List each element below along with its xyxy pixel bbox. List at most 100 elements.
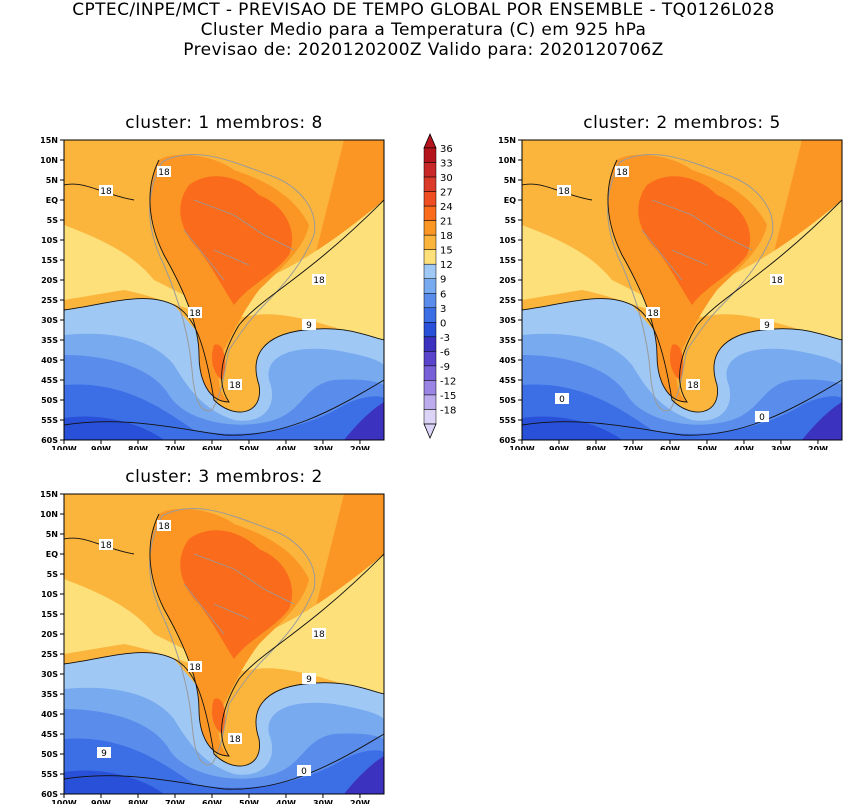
contour-label: 18 bbox=[229, 735, 241, 745]
contour-label: 0 bbox=[559, 395, 565, 405]
colorbar-segment bbox=[423, 351, 437, 367]
contour-label: 18 bbox=[158, 522, 170, 532]
map-panel-1: 18 18 18 18 18 9 15N 10N 5N EQ 5S 10S 15S 20S 25S 30S 35… bbox=[40, 136, 385, 450]
lon-label: 80W bbox=[128, 445, 148, 450]
lon-label: 90W bbox=[91, 799, 111, 804]
colorbar-top-arrow bbox=[423, 132, 437, 149]
map-frame bbox=[521, 139, 843, 441]
colorbar-segment bbox=[423, 394, 437, 410]
lon-label: 100W bbox=[51, 445, 77, 450]
colorbar-label: 12 bbox=[440, 260, 453, 271]
contour-label: 18 bbox=[558, 187, 570, 197]
colorbar-label: 18 bbox=[440, 231, 453, 242]
colorbar-label: 15 bbox=[440, 246, 453, 257]
header-line-1: CPTEC/INPE/MCT - PREVISAO DE TEMPO GLOBA… bbox=[72, 0, 775, 20]
contour-label: 9 bbox=[101, 749, 107, 759]
lon-label: 50W bbox=[697, 445, 717, 450]
colorbar-label: -9 bbox=[440, 362, 450, 373]
lon-label: 80W bbox=[586, 445, 606, 450]
colorbar-label: 6 bbox=[440, 289, 446, 300]
lat-label: 50S bbox=[41, 396, 58, 405]
colorbar-label: 3 bbox=[440, 304, 446, 315]
panel-3-title: cluster: 3 membros: 2 bbox=[125, 467, 323, 487]
contour-label-bg bbox=[302, 319, 316, 330]
lat-label: 35S bbox=[41, 336, 58, 345]
contour-label-bg bbox=[686, 379, 700, 390]
lat-label: 10N bbox=[498, 156, 516, 165]
contour-label-bg bbox=[157, 520, 171, 531]
panel-2-title: cluster: 2 membros: 5 bbox=[583, 113, 781, 133]
colorbar-label: 24 bbox=[440, 202, 453, 213]
lon-label: 30W bbox=[313, 799, 333, 804]
contour-label: 18 bbox=[229, 381, 241, 391]
field-patch-light-orange bbox=[522, 200, 842, 340]
colorbar-segment bbox=[423, 409, 437, 425]
lat-label: 10N bbox=[40, 510, 58, 519]
contour-label: 18 bbox=[647, 309, 659, 319]
colorbar-label: 30 bbox=[440, 173, 453, 184]
colorbar-label: -12 bbox=[440, 376, 456, 387]
contour-18 bbox=[149, 159, 384, 403]
colorbar-segment bbox=[423, 307, 437, 323]
contour-label-bg bbox=[557, 185, 571, 196]
map-field: 18 18 18 18 18 9 9 0 bbox=[64, 494, 384, 794]
contour-label-bg bbox=[99, 539, 113, 550]
colorbar-label: 0 bbox=[440, 318, 446, 329]
country-borders bbox=[183, 553, 295, 635]
contour-0 bbox=[64, 379, 384, 436]
lat-label: 40S bbox=[499, 356, 516, 365]
lat-label: 60S bbox=[499, 436, 516, 445]
contour-label-bg bbox=[228, 379, 242, 390]
lat-label: 25S bbox=[41, 296, 58, 305]
contour-label-bg bbox=[99, 185, 113, 196]
colorbar-segment bbox=[423, 191, 437, 207]
lat-label: 20S bbox=[41, 630, 58, 639]
contour-18-north bbox=[64, 183, 135, 201]
lon-label: 60W bbox=[202, 445, 222, 450]
lat-label: 25S bbox=[41, 650, 58, 659]
header-line-2: Cluster Medio para a Temperatura (C) em … bbox=[200, 20, 647, 40]
lat-label: EQ bbox=[504, 196, 516, 205]
lat-label: 35S bbox=[41, 690, 58, 699]
contour-18 bbox=[149, 513, 384, 757]
lat-label: 30S bbox=[41, 316, 58, 325]
contour-label-bg bbox=[228, 733, 242, 744]
country-borders bbox=[641, 199, 753, 281]
colorbar-segment bbox=[423, 365, 437, 381]
lat-label: 30S bbox=[41, 670, 58, 679]
lat-label: 50S bbox=[499, 396, 516, 405]
colorbar-label: -3 bbox=[440, 333, 450, 344]
contour-label: 18 bbox=[313, 276, 325, 286]
lon-label: 70W bbox=[165, 445, 185, 450]
contour-label: 18 bbox=[100, 187, 112, 197]
contour-label-bg bbox=[157, 166, 171, 177]
colorbar-segment bbox=[423, 176, 437, 192]
contour-label-bg bbox=[97, 747, 111, 758]
colorbar-segment bbox=[423, 234, 437, 250]
colorbar-segment bbox=[423, 293, 437, 309]
contour-label: 0 bbox=[301, 767, 307, 777]
colorbar-segment bbox=[423, 263, 437, 279]
map-frame bbox=[63, 139, 385, 441]
lon-label: 100W bbox=[509, 445, 535, 450]
lon-label: 60W bbox=[202, 799, 222, 804]
colorbar-segment bbox=[423, 162, 437, 178]
lat-label: 5N bbox=[46, 530, 58, 539]
contour-label-bg bbox=[312, 628, 326, 639]
lon-label: 70W bbox=[165, 799, 185, 804]
lon-label: 20W bbox=[350, 799, 370, 804]
contour-18 bbox=[607, 159, 842, 403]
contour-label-bg bbox=[615, 166, 629, 177]
field-patch-purple bbox=[344, 756, 384, 794]
lat-label: 5S bbox=[47, 570, 59, 579]
lat-label: 10N bbox=[40, 156, 58, 165]
lat-label: 55S bbox=[499, 416, 516, 425]
contour-label-bg bbox=[302, 673, 316, 684]
lon-label: 30W bbox=[771, 445, 791, 450]
lat-label: 5S bbox=[505, 216, 517, 225]
lat-label: 40S bbox=[41, 356, 58, 365]
colorbar-label: -18 bbox=[440, 405, 456, 416]
field-patch-dark-blue bbox=[64, 384, 384, 440]
contour-label: 9 bbox=[306, 675, 312, 685]
